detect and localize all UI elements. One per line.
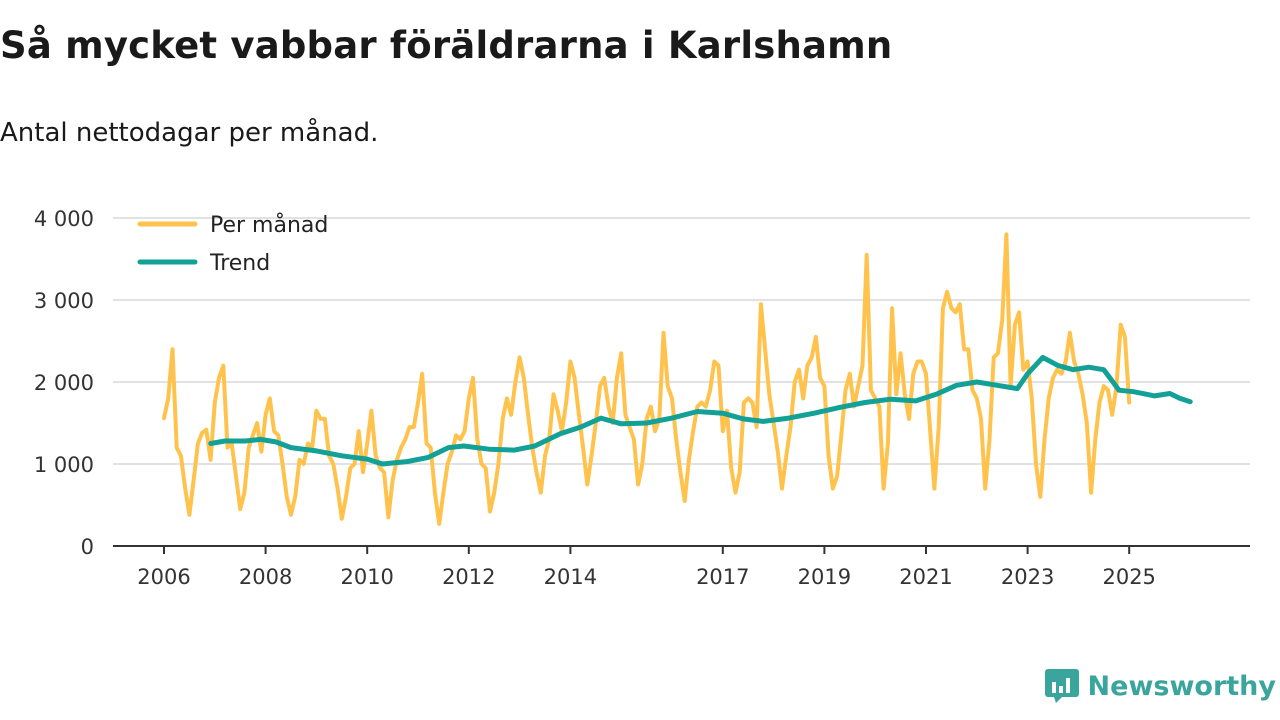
- grid-lines: [113, 217, 1250, 465]
- x-axis: 2006 2008 2010 2012 2014 2017 2019 2021 2023 2025: [113, 545, 1250, 589]
- legend-label-trend: Trend: [209, 251, 270, 276]
- x-tick-label: 2010: [340, 565, 393, 589]
- series-lines: [162, 232, 1193, 526]
- y-tick-label: 0: [81, 535, 94, 559]
- y-tick-label: 2 000: [34, 371, 94, 395]
- x-tick-label: 2014: [544, 565, 597, 589]
- y-tick-label: 4 000: [34, 207, 94, 231]
- series-line-per-manad: [162, 232, 1132, 526]
- x-tick-label: 2017: [696, 565, 749, 589]
- series-line-trend: [208, 354, 1193, 467]
- x-tick-label: 2012: [442, 565, 495, 589]
- x-tick-label: 2006: [137, 565, 190, 589]
- legend: Per månad Trend: [137, 212, 328, 276]
- x-tick-label: 2019: [798, 565, 851, 589]
- x-tick-label: 2008: [239, 565, 292, 589]
- brand-name: Newsworthy: [1087, 670, 1276, 702]
- x-tick-label: 2023: [1001, 565, 1054, 589]
- y-tick-label: 3 000: [34, 289, 94, 313]
- y-tick-label: 1 000: [34, 453, 94, 477]
- brand-logo: Newsworthy: [1044, 664, 1276, 708]
- chart-subtitle: Antal nettodagar per månad.: [0, 118, 379, 148]
- chart-title: Så mycket vabbar föräldrarna i Karlshamn: [0, 24, 893, 67]
- newsworthy-icon: [1044, 669, 1079, 703]
- legend-label-monthly: Per månad: [210, 212, 328, 238]
- x-tick-label: 2021: [899, 565, 952, 589]
- y-axis-ticks: 0 1 000 2 000 3 000 4 000: [34, 207, 94, 559]
- x-tick-label: 2025: [1102, 565, 1155, 589]
